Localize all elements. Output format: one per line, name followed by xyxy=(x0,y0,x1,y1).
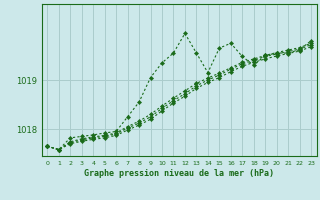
X-axis label: Graphe pression niveau de la mer (hPa): Graphe pression niveau de la mer (hPa) xyxy=(84,169,274,178)
